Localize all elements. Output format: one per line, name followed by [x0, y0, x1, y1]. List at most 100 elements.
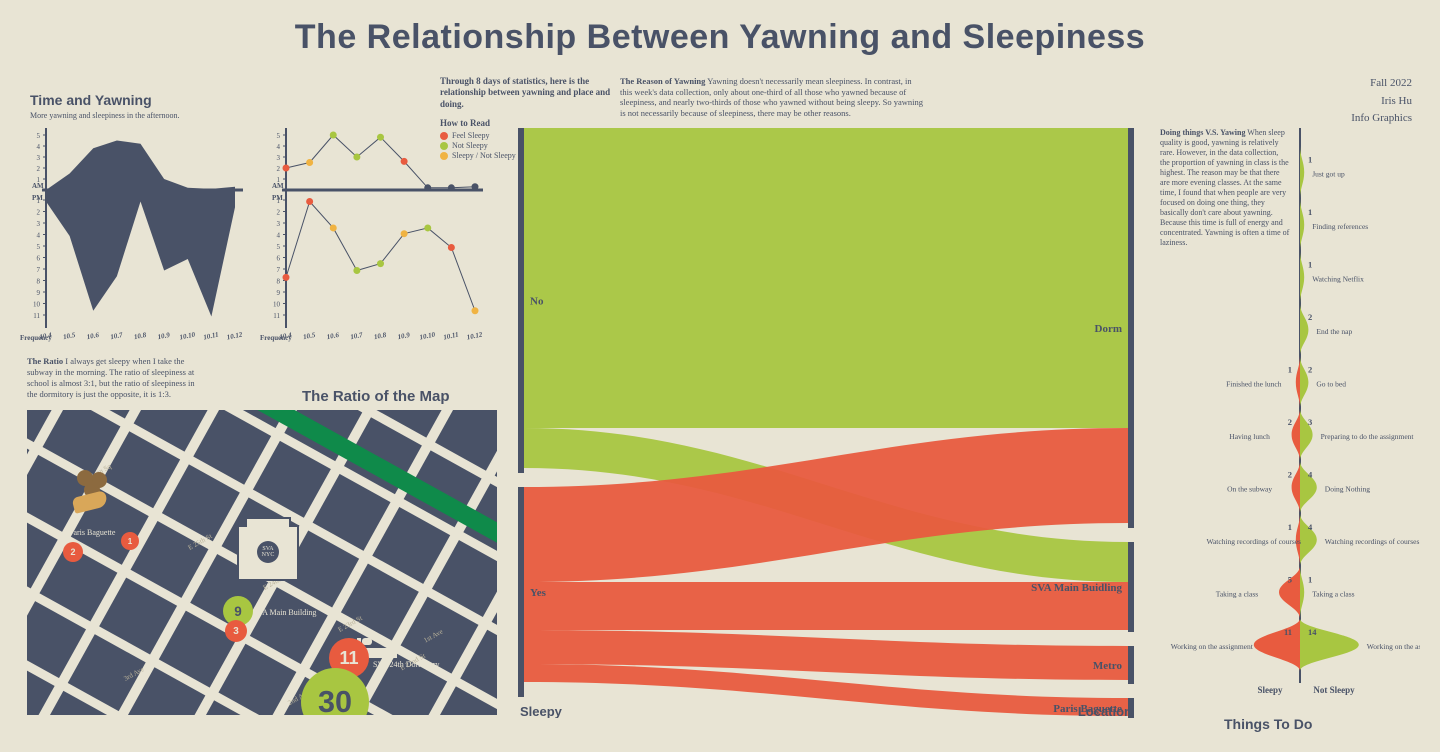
map-title: The Ratio of the Map [302, 388, 450, 405]
svg-text:2: 2 [37, 165, 41, 173]
legend-title: How to Read [440, 118, 516, 128]
svg-text:10.5: 10.5 [302, 331, 316, 341]
svg-text:1: 1 [1288, 364, 1292, 374]
time-yawning-block: Time and Yawning More yawning and sleepi… [30, 92, 240, 120]
svg-text:Finished the lunch: Finished the lunch [1226, 379, 1282, 388]
svg-text:4: 4 [277, 143, 281, 151]
svg-text:4: 4 [37, 232, 41, 240]
meta-block: Fall 2022 Iris Hu Info Graphics [1351, 75, 1412, 128]
svg-text:2: 2 [1288, 417, 1292, 427]
svg-text:Go to bed: Go to bed [1316, 379, 1346, 388]
svg-text:1: 1 [1308, 207, 1312, 217]
svg-text:End the nap: End the nap [1316, 327, 1352, 336]
svg-text:SVA Main Buidling: SVA Main Buidling [1031, 582, 1122, 594]
point-chart: 12345AMPM123456789101110.410.510.610.710… [258, 128, 483, 343]
svg-text:Sleepy: Sleepy [1257, 685, 1283, 695]
svg-text:Watching Netflix: Watching Netflix [1312, 274, 1364, 283]
svg-text:10.9: 10.9 [397, 331, 411, 341]
svg-text:10.8: 10.8 [133, 331, 147, 341]
svg-text:2: 2 [1288, 469, 1292, 479]
time-yawning-chart: 12345AMPM123456789101110.410.510.610.710… [18, 128, 243, 343]
svg-text:10.12: 10.12 [226, 330, 243, 341]
svg-text:Frequency: Frequency [260, 334, 292, 342]
svg-text:6: 6 [37, 255, 41, 263]
things-title: Things To Do [1224, 716, 1312, 732]
sankey-chart: NoYesDormSVA Main BuidlingMetroParis Bag… [518, 128, 1134, 718]
svg-text:5: 5 [37, 132, 41, 140]
svg-text:Working on the assignment: Working on the assignment [1367, 642, 1420, 651]
meta-author: Iris Hu [1351, 93, 1412, 111]
svg-text:Doing Nothing: Doing Nothing [1325, 484, 1370, 493]
svg-text:Sleepy: Sleepy [520, 704, 563, 718]
svg-text:8: 8 [277, 278, 281, 286]
time-yawning-sub: More yawning and sleepiness in the after… [30, 111, 240, 120]
svg-text:2: 2 [1308, 312, 1312, 322]
svg-text:10.12: 10.12 [466, 330, 483, 341]
svg-text:10: 10 [33, 301, 41, 309]
svg-text:1: 1 [1308, 574, 1312, 584]
svg-text:Working on the assignment: Working on the assignment [1171, 642, 1254, 651]
svg-text:10: 10 [273, 301, 281, 309]
svg-text:11: 11 [273, 312, 280, 320]
pointchart-intro: Through 8 days of statistics, here is th… [440, 76, 620, 110]
meta-course: Info Graphics [1351, 110, 1412, 128]
svg-text:10.6: 10.6 [86, 331, 100, 341]
svg-text:Not Sleepy: Not Sleepy [1313, 685, 1355, 695]
svg-text:1: 1 [1308, 259, 1312, 269]
svg-text:Location: Location [1078, 704, 1132, 718]
svg-text:3: 3 [37, 220, 41, 228]
svg-text:3: 3 [37, 154, 41, 162]
svg-text:3: 3 [277, 154, 281, 162]
svg-text:9: 9 [277, 289, 281, 297]
svg-text:2: 2 [277, 165, 281, 173]
svg-text:Watching recordings of courses: Watching recordings of courses [1325, 537, 1420, 546]
svg-text:5: 5 [37, 243, 41, 251]
svg-text:2: 2 [37, 209, 41, 217]
svg-text:3: 3 [277, 220, 281, 228]
svg-text:Just got up: Just got up [1312, 169, 1345, 178]
svg-text:4: 4 [37, 143, 41, 151]
svg-text:10.11: 10.11 [443, 331, 460, 342]
svg-text:11: 11 [33, 312, 40, 320]
svg-text:1: 1 [277, 197, 281, 205]
svg-text:10.6: 10.6 [326, 331, 340, 341]
things-violin: 1Just got up1Finding references1Watching… [1160, 128, 1420, 718]
time-yawning-heading: Time and Yawning [30, 92, 240, 108]
page-title: The Relationship Between Yawning and Sle… [0, 18, 1440, 57]
svg-text:10.5: 10.5 [62, 331, 76, 341]
svg-text:11: 11 [1284, 627, 1292, 637]
svg-text:10.9: 10.9 [157, 331, 171, 341]
sankey-intro-bold: The Reason of Yawning [620, 76, 705, 86]
svg-text:5: 5 [277, 243, 281, 251]
svg-text:14: 14 [1308, 627, 1317, 637]
svg-text:4: 4 [1308, 469, 1313, 479]
svg-text:10.10: 10.10 [419, 330, 437, 341]
ratio-map: E 25th StE 24th StE 23rd StE 22nd St3rd … [27, 410, 497, 715]
svg-text:Preparing to do the assignment: Preparing to do the assignment [1321, 432, 1415, 441]
svg-text:Having lunch: Having lunch [1229, 432, 1270, 441]
svg-text:10.7: 10.7 [350, 331, 364, 341]
svg-text:Taking a class: Taking a class [1216, 589, 1258, 598]
svg-text:10.8: 10.8 [373, 331, 387, 341]
sankey-intro: The Reason of Yawning Yawning doesn't ne… [620, 76, 925, 119]
svg-text:10.10: 10.10 [179, 330, 197, 341]
svg-text:Yes: Yes [530, 587, 547, 599]
meta-term: Fall 2022 [1351, 75, 1412, 93]
svg-text:Frequency: Frequency [20, 334, 52, 342]
svg-text:7: 7 [37, 266, 41, 274]
svg-text:On the subway: On the subway [1227, 484, 1272, 493]
svg-text:7: 7 [277, 266, 281, 274]
svg-text:Finding references: Finding references [1312, 222, 1368, 231]
svg-text:Metro: Metro [1093, 660, 1123, 672]
svg-text:Taking a class: Taking a class [1312, 589, 1354, 598]
ratio-text: The Ratio I always get sleepy when I tak… [27, 356, 202, 400]
svg-text:1: 1 [37, 197, 41, 205]
svg-text:2: 2 [1308, 364, 1312, 374]
svg-text:No: No [530, 296, 544, 308]
svg-text:4: 4 [277, 232, 281, 240]
svg-text:Watching recordings of courses: Watching recordings of courses [1207, 537, 1302, 546]
svg-text:10.11: 10.11 [203, 331, 220, 342]
svg-text:5: 5 [277, 132, 281, 140]
svg-text:Dorm: Dorm [1095, 323, 1123, 335]
svg-text:3: 3 [1308, 417, 1312, 427]
